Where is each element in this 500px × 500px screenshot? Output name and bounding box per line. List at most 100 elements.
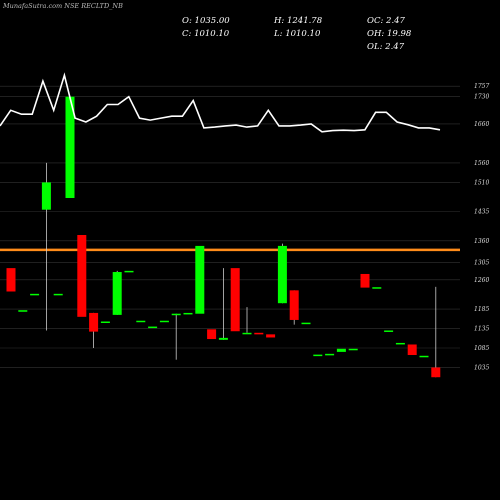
candle-body xyxy=(195,245,205,314)
candle xyxy=(372,287,382,289)
candle xyxy=(89,312,99,348)
y-axis: 1757 1730 1660 1560 1510 1435 1360 1305 1260 1185… xyxy=(474,83,489,371)
candle xyxy=(419,355,429,358)
candle-body xyxy=(407,344,417,356)
candle-body xyxy=(6,268,16,292)
candle-body xyxy=(254,332,264,335)
candle xyxy=(266,334,276,338)
candle xyxy=(207,329,217,340)
candle-body xyxy=(124,270,134,273)
candle xyxy=(313,354,323,357)
candle xyxy=(325,353,335,356)
close-value: C: 1010.10 xyxy=(182,29,230,39)
candle xyxy=(195,245,205,314)
y-tick-label: 1435 xyxy=(474,209,489,216)
y-tick-label: 1135 xyxy=(474,326,489,333)
candle xyxy=(6,268,16,292)
candle xyxy=(124,270,134,273)
candle xyxy=(77,235,87,317)
candle xyxy=(53,293,63,296)
candle xyxy=(218,268,228,340)
y-tick-label: 1085 xyxy=(474,345,489,352)
candle xyxy=(65,96,75,198)
candle xyxy=(431,286,441,378)
candle-body xyxy=(336,348,346,352)
candle xyxy=(183,312,193,315)
candle-body xyxy=(65,96,75,198)
candle xyxy=(289,290,299,325)
candle xyxy=(171,313,181,360)
candle xyxy=(136,320,146,323)
y-tick-label: 1757 xyxy=(474,83,489,90)
candle-body xyxy=(218,337,228,340)
open-value: O: 1035.00 xyxy=(182,16,230,26)
candle-body xyxy=(30,293,40,296)
high-value: H: 1241.78 xyxy=(274,16,323,26)
low-value: L: 1010.10 xyxy=(274,29,321,39)
ol-change: OL: 2.47 xyxy=(367,42,405,52)
y-tick-label: 1305 xyxy=(474,259,489,266)
candle-body xyxy=(372,287,382,289)
candle-body xyxy=(100,321,110,324)
candle xyxy=(30,293,40,296)
candle-body xyxy=(77,235,87,317)
candle-body xyxy=(325,353,335,356)
candle xyxy=(336,348,346,352)
candle xyxy=(242,307,252,335)
candle-body xyxy=(289,290,299,320)
candle xyxy=(112,270,122,315)
candle xyxy=(301,322,311,325)
candle-body xyxy=(112,272,122,315)
oc-change: OC: 2.47 xyxy=(367,16,405,26)
candle-body xyxy=(384,330,394,332)
y-tick-label: 1185 xyxy=(474,306,489,313)
candle-body xyxy=(277,245,287,304)
candle xyxy=(348,348,358,351)
candle xyxy=(148,326,158,329)
candle xyxy=(41,162,51,331)
y-tick-label: 1510 xyxy=(474,179,489,186)
candle-body xyxy=(89,312,99,332)
y-tick-label: 1660 xyxy=(474,121,489,128)
candle-body xyxy=(53,293,63,296)
candle-body xyxy=(136,320,146,323)
candle-body xyxy=(41,182,51,210)
candle xyxy=(360,273,370,288)
grid-lines xyxy=(0,85,460,368)
candle-body xyxy=(395,342,405,345)
y-tick-label: 1035 xyxy=(474,364,489,371)
candle-body xyxy=(301,322,311,325)
candle-body xyxy=(148,326,158,329)
y-tick-label: 1360 xyxy=(474,238,489,245)
candle xyxy=(395,342,405,345)
candle-body xyxy=(230,268,240,332)
y-tick-label: 1730 xyxy=(474,94,489,101)
candle xyxy=(159,320,169,323)
candle xyxy=(277,243,287,304)
candle-body xyxy=(313,354,323,357)
candle-body xyxy=(183,312,193,315)
y-tick-label: 1260 xyxy=(474,277,489,284)
candle-body xyxy=(431,367,441,378)
candles xyxy=(6,96,441,378)
candle-body xyxy=(159,320,169,323)
candle-body xyxy=(18,310,28,312)
candle-body xyxy=(360,273,370,288)
oh-change: OH: 19.98 xyxy=(367,29,412,39)
candle-body xyxy=(348,348,358,351)
y-tick-label: 1560 xyxy=(474,160,489,167)
candle xyxy=(407,344,417,356)
candle-body xyxy=(266,334,276,338)
candle-body xyxy=(419,355,429,358)
overlay-line xyxy=(0,72,441,133)
candle xyxy=(100,321,110,324)
candle xyxy=(254,332,264,335)
candle-body xyxy=(242,332,252,335)
candle-body xyxy=(171,313,181,316)
chart-title: MunafaSutra.com NSE RECLTD_NB xyxy=(3,2,123,10)
candle-body xyxy=(207,329,217,340)
line-series xyxy=(0,72,441,133)
candle xyxy=(230,268,240,332)
candle xyxy=(18,310,28,312)
